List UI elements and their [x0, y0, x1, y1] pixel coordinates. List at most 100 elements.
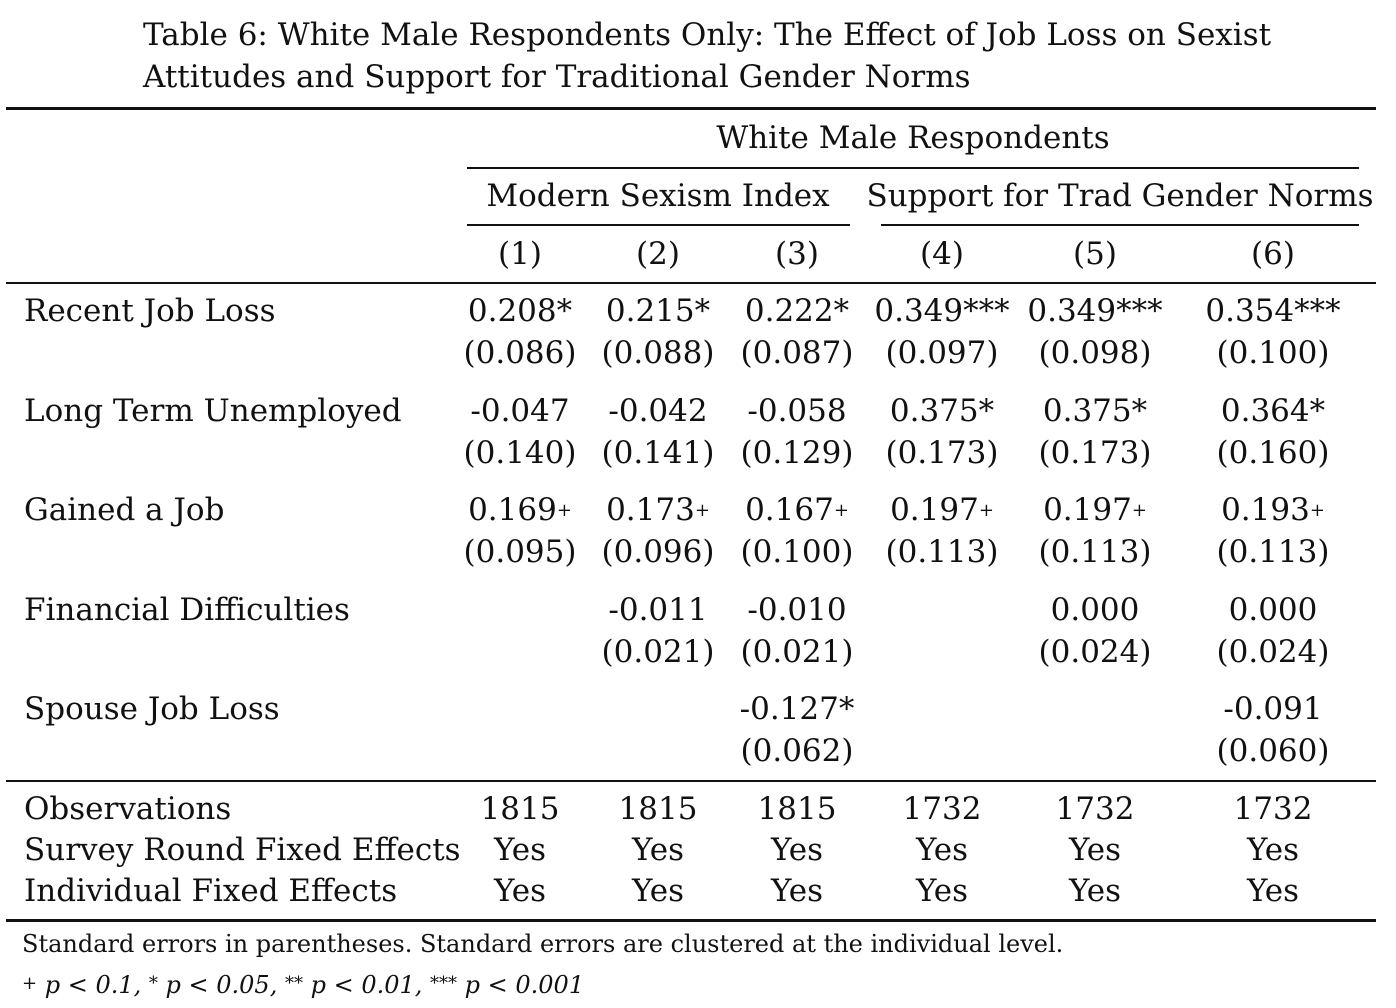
se-cell: (0.141) — [601, 435, 715, 471]
se-cell: (0.088) — [601, 335, 715, 371]
coef-cell: 0.208* — [467, 293, 573, 329]
se-cell: (0.129) — [740, 435, 854, 471]
se-cell: (0.095) — [463, 534, 577, 570]
se-cell: (0.113) — [885, 534, 999, 570]
coef-cell: 0.000 — [1050, 592, 1140, 628]
se-cell: (0.100) — [740, 534, 854, 570]
coef-cell: 0.197+ — [1043, 492, 1147, 528]
row-label: Financial Difficulties — [24, 592, 350, 628]
significance-symbol: + — [22, 973, 38, 994]
bottom-rule — [6, 919, 1376, 922]
column-number: (4) — [920, 236, 964, 272]
subgroup-header-2: Support for Trad Gender Norms — [866, 178, 1374, 214]
table-caption: Table 6: White Male Respondents Only: Th… — [143, 17, 1272, 95]
significance-text: p < 0.01, — [302, 971, 431, 999]
coef-cell: 0.167+ — [745, 492, 849, 528]
subgroup-underline-1 — [467, 224, 850, 226]
se-cell: (0.098) — [1038, 335, 1152, 371]
summary-cell: 1815 — [480, 791, 560, 827]
summary-cell: Yes — [1246, 832, 1300, 868]
se-cell: (0.113) — [1216, 534, 1330, 570]
summary-cell: 1732 — [902, 791, 982, 827]
summary-cell: Yes — [1068, 832, 1122, 868]
summary-cell: Yes — [631, 873, 685, 909]
summary-cell: Yes — [1068, 873, 1122, 909]
summary-cell: Yes — [493, 832, 547, 868]
se-cell: (0.097) — [885, 335, 999, 371]
significance-symbol: ** — [284, 973, 303, 994]
summary-cell: Yes — [770, 873, 824, 909]
significance-text: p < 0.001 — [457, 971, 585, 999]
coef-cell: -0.042 — [608, 393, 708, 429]
summary-cell: Yes — [493, 873, 547, 909]
group-header: White Male Respondents — [716, 120, 1110, 156]
top-rule — [6, 107, 1376, 110]
group-underline — [467, 167, 1359, 169]
se-cell: (0.021) — [740, 634, 854, 670]
coef-cell: 0.197+ — [890, 492, 994, 528]
coef-cell: -0.127* — [739, 691, 855, 727]
coef-cell: 0.173+ — [606, 492, 710, 528]
coef-cell: 0.000 — [1228, 592, 1318, 628]
summary-cell: Yes — [631, 832, 685, 868]
summary-cell: 1732 — [1233, 791, 1313, 827]
summary-cell: 1815 — [618, 791, 698, 827]
coef-cell: 0.215* — [605, 293, 711, 329]
se-cell: (0.060) — [1216, 733, 1330, 769]
se-cell: (0.024) — [1038, 634, 1152, 670]
summary-cell: Yes — [915, 832, 969, 868]
se-cell: (0.086) — [463, 335, 577, 371]
header-rule — [6, 282, 1376, 284]
coef-cell: -0.010 — [747, 592, 847, 628]
se-cell: (0.160) — [1216, 435, 1330, 471]
significance-symbol: * — [148, 973, 158, 994]
coef-cell: 0.169+ — [468, 492, 572, 528]
significance-note: + p < 0.1, * p < 0.05, ** p < 0.01, *** … — [22, 970, 584, 1003]
se-cell: (0.024) — [1216, 634, 1330, 670]
significance-text: p < 0.05, — [157, 971, 285, 999]
subgroup-header-1: Modern Sexism Index — [486, 178, 830, 214]
se-cell: (0.062) — [740, 733, 854, 769]
column-number: (3) — [775, 236, 819, 272]
significance-text: p < 0.1, — [37, 971, 149, 999]
column-number: (5) — [1073, 236, 1117, 272]
se-cell: (0.087) — [740, 335, 854, 371]
summary-label: Individual Fixed Effects — [24, 873, 398, 909]
se-cell: (0.140) — [463, 435, 577, 471]
summary-label: Survey Round Fixed Effects — [24, 832, 461, 868]
coef-cell: 0.375* — [1042, 393, 1148, 429]
row-label: Long Term Unemployed — [24, 393, 402, 429]
summary-cell: Yes — [1246, 873, 1300, 909]
se-cell: (0.173) — [1038, 435, 1152, 471]
row-label: Spouse Job Loss — [24, 691, 280, 727]
coef-cell: -0.047 — [470, 393, 570, 429]
coef-cell: 0.364* — [1220, 393, 1326, 429]
summary-label: Observations — [24, 791, 232, 827]
coef-cell: 0.222* — [744, 293, 850, 329]
se-cell: (0.021) — [601, 634, 715, 670]
summary-cell: Yes — [770, 832, 824, 868]
se-cell: (0.113) — [1038, 534, 1152, 570]
summary-cell: 1732 — [1055, 791, 1135, 827]
se-cell: (0.100) — [1216, 335, 1330, 371]
summary-cell: 1815 — [757, 791, 837, 827]
row-label: Gained a Job — [24, 492, 225, 528]
table-note: Standard errors in parentheses. Standard… — [22, 930, 1064, 958]
coef-cell: 0.349*** — [874, 293, 1010, 329]
coef-cell: 0.354*** — [1205, 293, 1341, 329]
coef-cell: 0.349*** — [1027, 293, 1163, 329]
summary-cell: Yes — [915, 873, 969, 909]
coef-cell: 0.375* — [889, 393, 995, 429]
coef-cell: -0.011 — [608, 592, 708, 628]
row-label: Recent Job Loss — [24, 293, 276, 329]
mid-rule — [6, 780, 1376, 782]
coef-cell: 0.193+ — [1221, 492, 1325, 528]
significance-symbol: *** — [430, 973, 458, 994]
se-cell: (0.173) — [885, 435, 999, 471]
subgroup-underline-2 — [881, 224, 1359, 226]
column-number: (2) — [636, 236, 680, 272]
coef-cell: -0.058 — [747, 393, 847, 429]
column-number: (1) — [498, 236, 542, 272]
column-number: (6) — [1251, 236, 1295, 272]
se-cell: (0.096) — [601, 534, 715, 570]
